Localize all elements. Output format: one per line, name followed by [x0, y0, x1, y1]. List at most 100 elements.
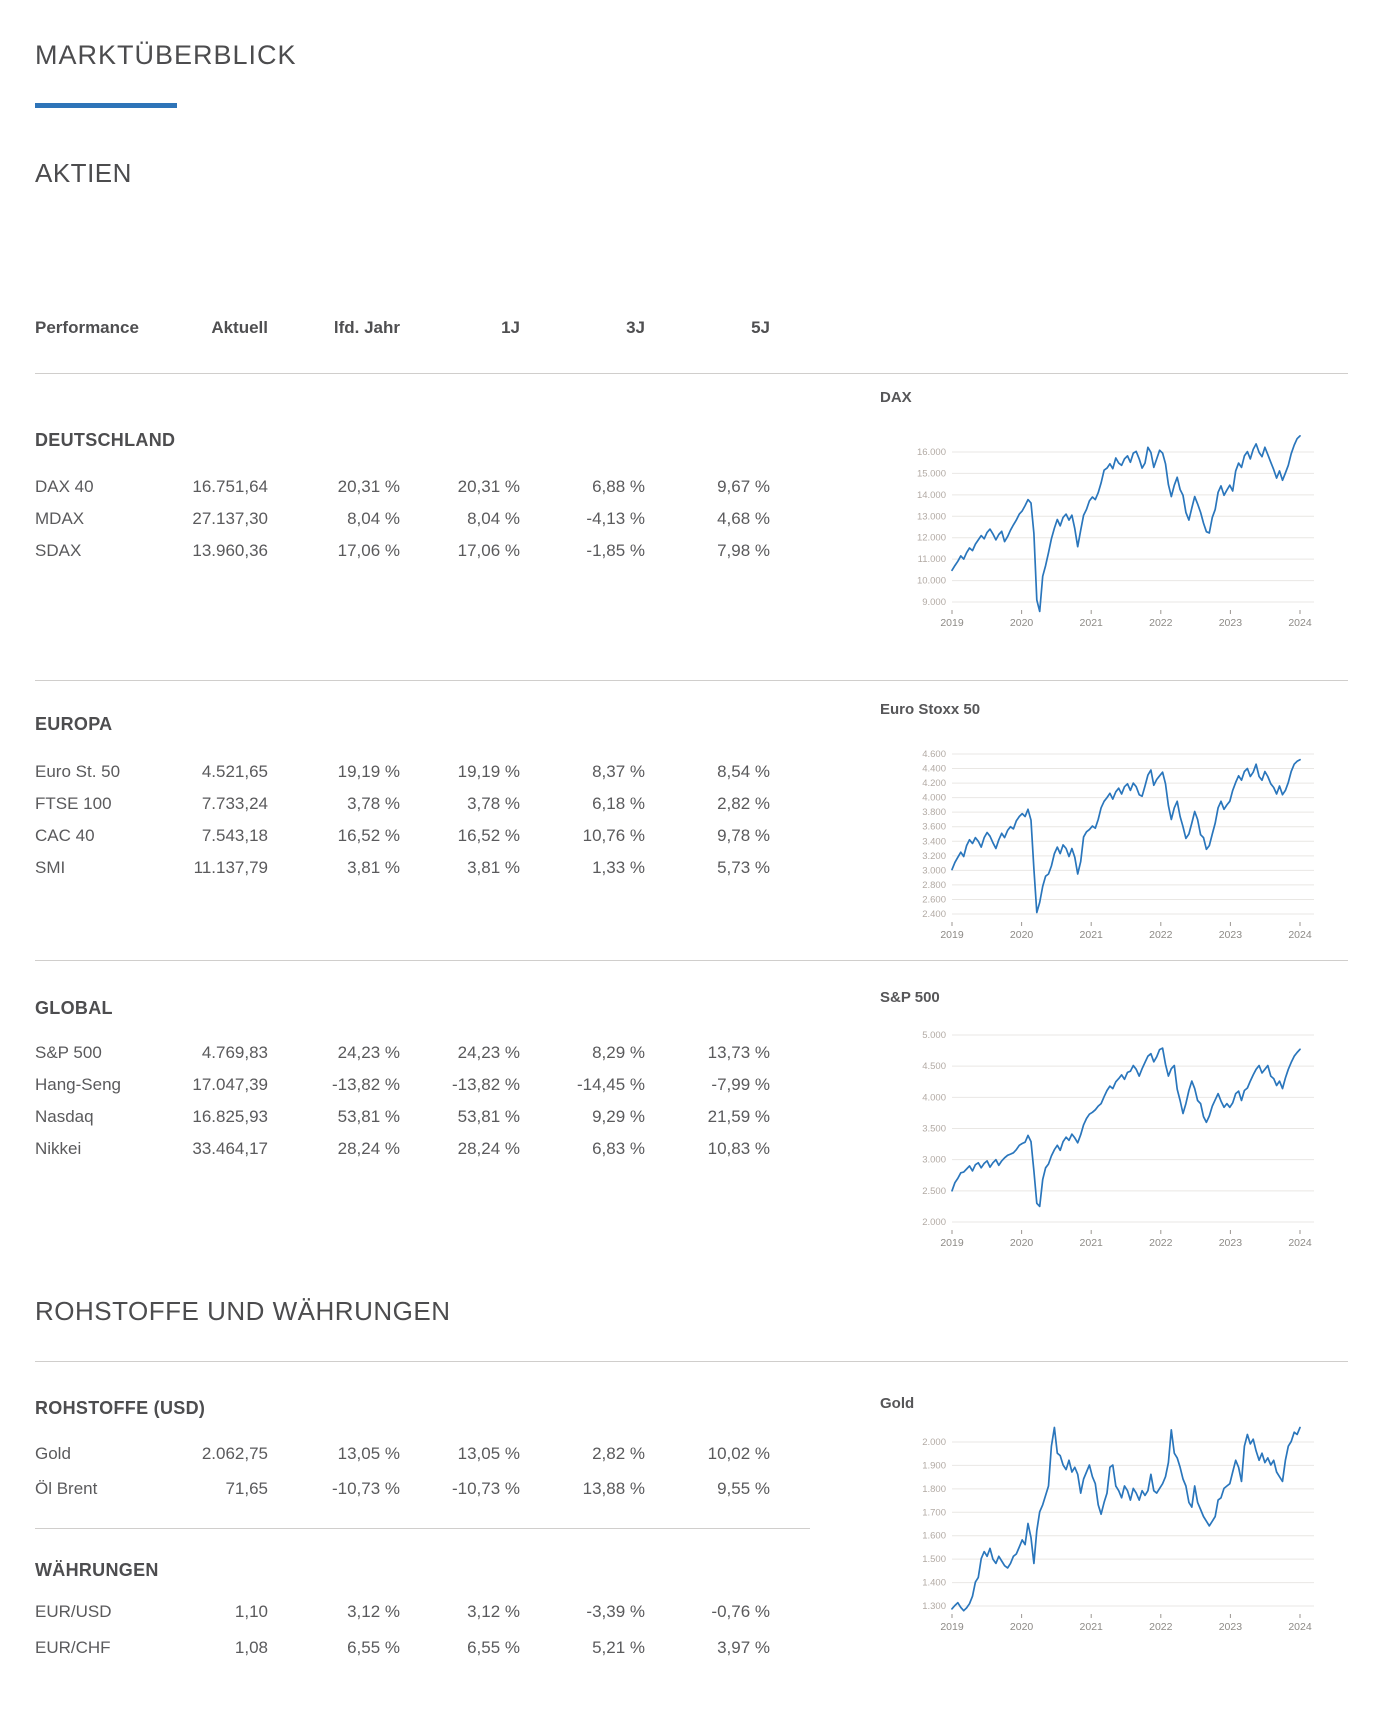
table-row-europa-2: CAC 40 7.543,18 16,52 % 16,52 % 10,76 % 9,78 …	[35, 820, 770, 852]
row-value: -0,76 %	[711, 1602, 770, 1621]
x-axis-tick-label: 2024	[1288, 1621, 1312, 1633]
table-row-rohstoffe-1: Öl Brent 71,65 -10,73 % -10,73 % 13,88 % 9,55…	[35, 1471, 770, 1506]
row-value: 17,06 %	[337, 541, 400, 560]
divider-line	[35, 680, 1348, 681]
x-axis-tick-label: 2019	[940, 617, 964, 629]
y-axis-tick-label: 1.300	[922, 1601, 946, 1612]
y-axis-tick-label: 11.000	[918, 554, 946, 565]
x-axis-tick-label: 2020	[1010, 929, 1034, 941]
x-axis-tick-label: 2020	[1010, 1621, 1034, 1633]
row-label: Euro St. 50	[35, 762, 121, 781]
row-value: 9,29 %	[592, 1107, 645, 1126]
row-value: 8,54 %	[717, 762, 770, 781]
y-axis-tick-label: 2.000	[922, 1217, 946, 1228]
row-value: 10,02 %	[707, 1444, 770, 1463]
y-axis-tick-label: 3.000	[922, 1155, 946, 1166]
row-value: -3,39 %	[586, 1602, 645, 1621]
row-value: 1,10	[234, 1602, 268, 1621]
table-row-global-2: Nasdaq 16.825,93 53,81 % 53,81 % 9,29 % 21,59…	[35, 1101, 770, 1133]
y-axis-tick-label: 14.000	[917, 490, 946, 501]
y-axis-tick-label: 5.000	[922, 1030, 946, 1041]
row-label: MDAX	[35, 509, 85, 528]
y-axis-tick-label: 1.900	[922, 1460, 946, 1471]
row-value: 9,78 %	[717, 826, 770, 845]
row-value: 3,12 %	[347, 1602, 400, 1621]
series-line-dax	[951, 435, 1301, 613]
row-value: 13,05 %	[337, 1444, 400, 1463]
row-label: EUR/USD	[35, 1602, 112, 1621]
table-row-global-3: Nikkei 33.464,17 28,24 % 28,24 % 6,83 % 10,83…	[35, 1133, 770, 1165]
row-value: 19,19 %	[457, 762, 520, 781]
table-row-waehrungen-1: EUR/CHF 1,08 6,55 % 6,55 % 5,21 % 3,97 %	[35, 1630, 770, 1666]
row-value: 16.751,64	[192, 477, 268, 496]
x-axis-tick-label: 2022	[1149, 617, 1173, 629]
row-label: Nikkei	[35, 1139, 82, 1158]
divider-line	[35, 960, 1348, 961]
x-axis-tick-label: 2019	[940, 1621, 964, 1633]
y-axis-tick-label: 4.200	[922, 778, 946, 789]
chart-dax: DAX 16.000 15.000 14.000 13.000 12.000 11.000 1…	[880, 388, 1320, 640]
chart-plot-dax: 16.000 15.000 14.000 13.000 12.000 11.000 10.0…	[917, 435, 1314, 629]
x-axis-tick-label: 2024	[1288, 1237, 1312, 1249]
x-axis-tick-label: 2023	[1219, 617, 1243, 629]
column-header-3j: 3J	[626, 318, 645, 337]
y-axis-tick-label: 4.600	[922, 749, 946, 760]
row-value: 9,67 %	[717, 477, 770, 496]
row-value: -14,45 %	[576, 1075, 645, 1094]
row-value: 16,52 %	[457, 826, 520, 845]
y-axis-tick-label: 1.600	[922, 1531, 946, 1542]
row-value: 20,31 %	[457, 477, 520, 496]
row-value: 28,24 %	[337, 1139, 400, 1158]
table-row-europa-3: SMI 11.137,79 3,81 % 3,81 % 1,33 % 5,73 %	[35, 852, 770, 884]
row-value: 2,82 %	[592, 1444, 645, 1463]
row-value: 8,29 %	[592, 1043, 645, 1062]
row-value: 6,55 %	[467, 1638, 520, 1657]
row-value: 3,81 %	[467, 858, 520, 877]
x-axis-tick-label: 2021	[1080, 1621, 1104, 1633]
row-label: SMI	[35, 858, 66, 877]
divider-line	[35, 373, 1348, 374]
row-label: SDAX	[35, 541, 82, 560]
y-axis-tick-label: 3.000	[922, 865, 946, 876]
series-line-s-p-500	[951, 1047, 1301, 1208]
chart-plot-s-p-500: 5.000 4.500 4.000 3.500 3.000 2.500 2.000 2019 2…	[922, 1030, 1314, 1249]
table-row-rohstoffe-0: Gold 2.062,75 13,05 % 13,05 % 2,82 % 10,02 %	[35, 1436, 770, 1471]
y-axis-tick-label: 12.000	[917, 533, 946, 544]
row-label: EUR/CHF	[35, 1638, 111, 1657]
table-row-waehrungen-0: EUR/USD 1,10 3,12 % 3,12 % -3,39 % -0,76 %	[35, 1594, 770, 1630]
x-axis-tick-label: 2021	[1080, 617, 1104, 629]
table-row-deutschland-2: SDAX 13.960,36 17,06 % 17,06 % -1,85 % 7,98 %	[35, 535, 770, 567]
table-row-global-0: S&P 500 4.769,83 24,23 % 24,23 % 8,29 % 13,73…	[35, 1037, 770, 1069]
row-label: FTSE 100	[35, 794, 112, 813]
section-title-aktien: AKTIEN	[35, 158, 132, 188]
y-axis-tick-label: 1.800	[922, 1484, 946, 1495]
row-value: 3,78 %	[467, 794, 520, 813]
row-value: 8,37 %	[592, 762, 645, 781]
row-value: 1,08	[234, 1638, 268, 1657]
row-label: CAC 40	[35, 826, 95, 845]
row-value: 4.521,65	[201, 762, 268, 781]
row-value: 20,31 %	[337, 477, 400, 496]
row-value: 21,59 %	[707, 1107, 770, 1126]
section-title-rohstoffe-waehrungen: ROHSTOFFE UND WÄHRUNGEN	[35, 1296, 451, 1326]
chart-plot-euro-stoxx-50: 4.600 4.400 4.200 4.000 3.800 3.600 3.400 3.200…	[922, 749, 1314, 941]
row-value: 13,05 %	[457, 1444, 520, 1463]
row-value: 3,78 %	[347, 794, 400, 813]
row-value: 71,65	[225, 1479, 268, 1498]
row-value: -10,73 %	[331, 1479, 400, 1498]
x-axis-tick-label: 2019	[940, 929, 964, 941]
row-value: 2.062,75	[201, 1444, 268, 1463]
group-heading-global: GLOBAL	[35, 998, 113, 1018]
row-value: 2,82 %	[717, 794, 770, 813]
row-label: Öl Brent	[35, 1479, 98, 1498]
row-value: 9,55 %	[717, 1479, 770, 1498]
row-value: 10,83 %	[707, 1139, 770, 1158]
chart-gold: Gold 2.000 1.900 1.800 1.700 1.600 1.500 1.400 1…	[880, 1394, 1320, 1646]
y-axis-tick-label: 3.800	[922, 807, 946, 818]
y-axis-tick-label: 2.800	[922, 880, 946, 891]
x-axis-tick-label: 2023	[1219, 1621, 1243, 1633]
row-value: -13,82 %	[451, 1075, 520, 1094]
y-axis-tick-label: 2.400	[922, 909, 946, 920]
row-value: -7,99 %	[711, 1075, 770, 1094]
page-title: MARKTÜBERBLICK	[35, 40, 297, 70]
